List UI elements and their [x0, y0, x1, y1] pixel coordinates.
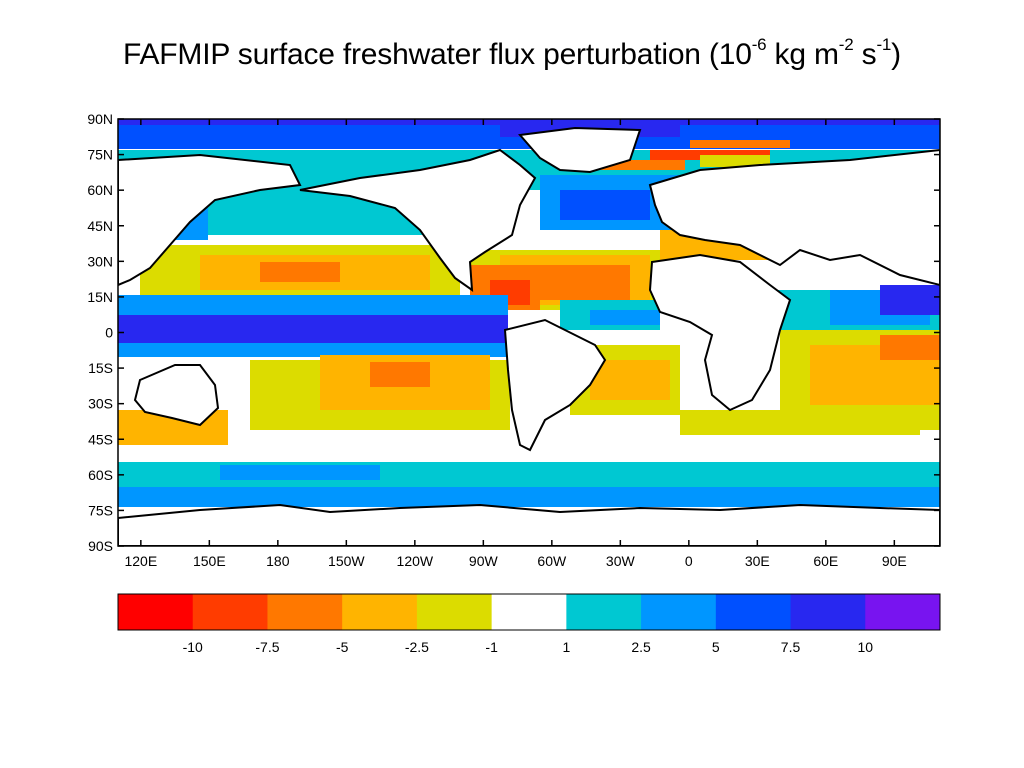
lat-label: 0 [105, 325, 113, 341]
lat-label: 75S [88, 502, 113, 518]
lon-label: 180 [266, 553, 290, 569]
colorbar-tick-label: 10 [857, 639, 873, 655]
lat-label: 60S [88, 467, 113, 483]
land-europe-asia [648, 148, 940, 287]
land-australia [133, 364, 220, 427]
lat-label: 60N [87, 182, 113, 198]
colorbar-swatch [566, 594, 642, 630]
land-south-america [503, 318, 607, 452]
lat-label: 15N [87, 289, 113, 305]
nordic-seas-streak [575, 160, 685, 170]
lon-label: 90W [469, 553, 499, 569]
colorbar-swatch [790, 594, 866, 630]
lat-label: 15S [88, 360, 113, 376]
colorbar-swatch [865, 594, 941, 630]
colorbar-tick-label: 2.5 [631, 639, 651, 655]
colorbar-tick-label: 5 [712, 639, 720, 655]
lon-label: 0 [685, 553, 693, 569]
lat-label: 30N [87, 253, 113, 269]
lon-label: 60W [537, 553, 567, 569]
map-field [118, 119, 940, 546]
colorbar-tick-label: -5 [336, 639, 349, 655]
colorbar-tick-label: 7.5 [781, 639, 801, 655]
colorbar-frame [117, 593, 941, 631]
figure-title: FAFMIP surface freshwater flux perturbat… [123, 35, 901, 71]
lon-label: 120E [124, 553, 157, 569]
lon-label: 90E [882, 553, 907, 569]
colorbar-tick-label: -7.5 [255, 639, 279, 655]
colorbar-swatch [641, 594, 717, 630]
colorbar-swatch [491, 594, 567, 630]
lat-label: 90S [88, 538, 113, 554]
colorbar-swatch [267, 594, 343, 630]
colorbar: -10 -7.5 -5 -2.5 -1 1 2.5 5 7.5 10 [117, 593, 941, 655]
lon-label: 30W [606, 553, 636, 569]
lon-label: 30E [745, 553, 770, 569]
colorbar-tick-label: 1 [562, 639, 570, 655]
land-north-america [299, 148, 537, 293]
land-asia-east [118, 153, 302, 287]
colorbar-swatch [118, 594, 194, 630]
lat-label: 90N [87, 111, 113, 127]
lon-label: 150E [193, 553, 226, 569]
lat-label: 75N [87, 147, 113, 163]
lon-label: 150W [328, 553, 365, 569]
itcz-band [118, 295, 508, 315]
colorbar-tick-label: -10 [183, 639, 203, 655]
colorbar-tick-label: -1 [485, 639, 498, 655]
colorbar-swatch [416, 594, 493, 630]
land-africa [648, 253, 792, 412]
colorbar-swatch [192, 594, 268, 630]
land [118, 126, 940, 546]
lon-label: 60E [813, 553, 838, 569]
land-antarctica [118, 503, 940, 546]
lon-label: 120W [397, 553, 434, 569]
map-axes: 90N 75N 60N 45N 30N 15N 0 15S 30S 45S 60S 75S 90S 120… [87, 111, 940, 569]
colorbar-swatch [342, 594, 418, 630]
colorbar-tick-label: -2.5 [405, 639, 429, 655]
colorbar-swatch [715, 594, 792, 630]
lat-label: 30S [88, 396, 113, 412]
land-greenland [518, 126, 642, 174]
lat-label: 45S [88, 431, 113, 447]
lat-label: 45N [87, 218, 113, 234]
